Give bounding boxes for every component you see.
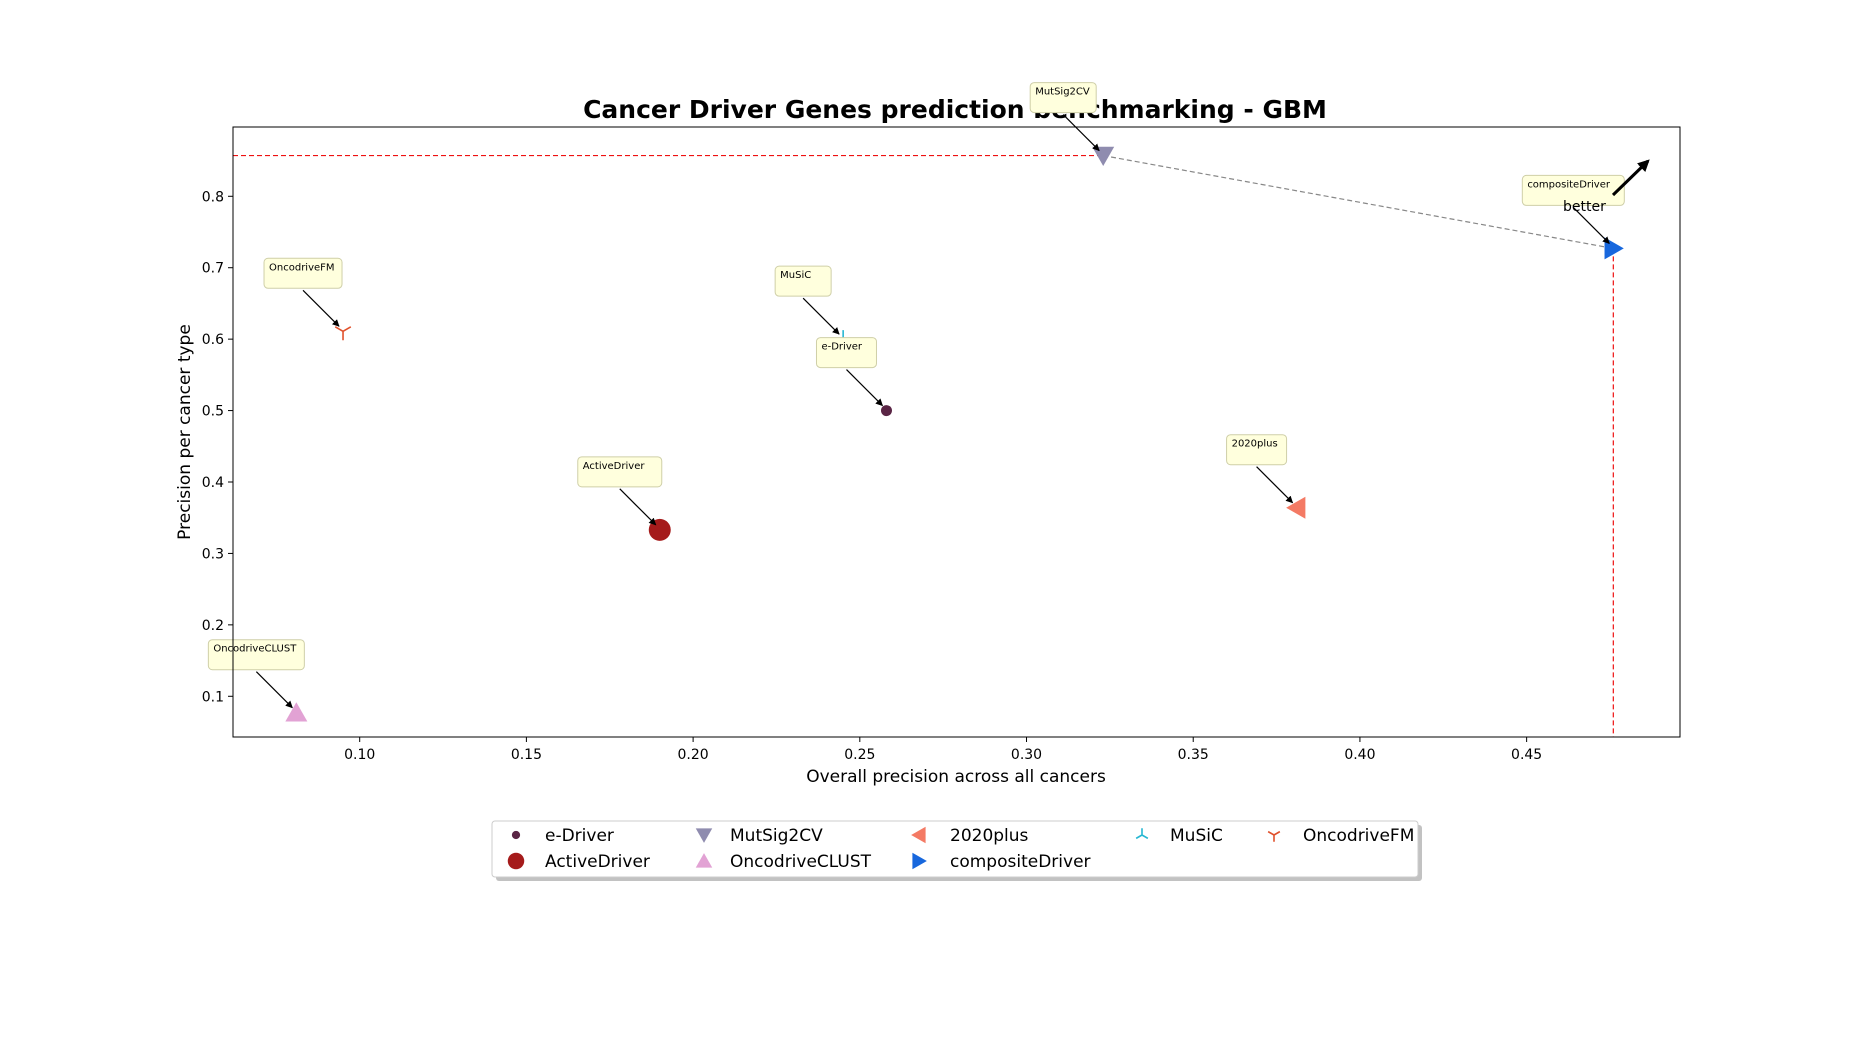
plot-area-frame	[232, 126, 1681, 738]
annotation-label: MuSiC	[780, 270, 811, 281]
legend-label-oncodrivefm: OncodriveFM	[1303, 826, 1414, 846]
y-tick-label: 0.8	[202, 189, 224, 205]
legend-marker-compositedriver	[912, 852, 927, 870]
better-annotation: better	[1563, 159, 1650, 215]
y-tick-label: 0.5	[202, 404, 224, 420]
chart-title: Cancer Driver Genes prediction benchmark…	[583, 95, 1327, 124]
y-tick-label: 0.3	[202, 546, 224, 562]
annotation-oncodrivefm: OncodriveFM	[263, 257, 343, 327]
annotation-arrow	[302, 289, 340, 327]
annotation-box	[1226, 434, 1288, 466]
annotation-compositedriver: compositeDriver	[1521, 174, 1625, 244]
legend-marker-2020plus	[911, 826, 926, 844]
legend-item-oncodrivefm: OncodriveFM	[1267, 826, 1414, 846]
point-mutsig2cv	[1092, 146, 1115, 167]
x-tick-label: 0.10	[344, 747, 375, 763]
legend-label-music: MuSiC	[1170, 826, 1223, 846]
legend-marker-e-driver	[511, 830, 521, 840]
annotation-label: OncodriveCLUST	[213, 644, 297, 655]
legend-items: e-Driver ActiveDriver MutSig2CV OncodriveCL…	[507, 826, 1414, 872]
annotation-box	[815, 337, 877, 369]
point-oncodrivefm	[334, 326, 352, 341]
annotation-label: MutSig2CV	[1035, 87, 1090, 98]
annotation-arrow	[846, 369, 883, 407]
annotation-box	[263, 257, 343, 289]
x-tick-label: 0.20	[678, 747, 709, 763]
annotation-arrow	[255, 671, 293, 709]
x-tick-label: 0.35	[1178, 747, 1209, 763]
annotation-e-driver: e-Driver	[815, 337, 883, 407]
legend-label-compositedriver: compositeDriver	[950, 852, 1091, 872]
point-e-driver	[880, 405, 892, 417]
y-tick-label: 0.7	[202, 261, 224, 277]
legend-marker-oncodriveclust	[695, 853, 713, 868]
legend: e-Driver ActiveDriver MutSig2CV OncodriveCL…	[491, 820, 1422, 881]
legend-label-mutsig2cv: MutSig2CV	[730, 826, 823, 846]
legend-marker-music	[1135, 828, 1149, 840]
annotation-label: 2020plus	[1232, 439, 1278, 450]
annotation-label: ActiveDriver	[583, 461, 646, 472]
legend-item-music: MuSiC	[1135, 826, 1223, 846]
annotation-box	[1521, 174, 1625, 206]
better-label: better	[1563, 199, 1606, 215]
annotation-label: compositeDriver	[1527, 179, 1611, 190]
legend-marker-activedriver	[507, 852, 525, 870]
annotation-2020plus: 2020plus	[1226, 434, 1294, 504]
y-axis-ticks: 0.1 0.2 0.3 0.4 0.5 0.6 0.7 0.8	[202, 189, 233, 705]
y-tick-label: 0.4	[202, 475, 224, 491]
annotation-arrow	[619, 488, 657, 526]
x-axis-ticks: 0.10 0.15 0.20 0.25 0.30 0.35 0.40 0.45	[344, 737, 1542, 763]
legend-marker-oncodrivefm	[1267, 830, 1281, 842]
y-axis-label: Precision per cancer type	[175, 324, 195, 540]
point-annotations: e-Driver ActiveDriver MutSig2CV OncodriveCL…	[207, 82, 1625, 709]
point-oncodriveclust	[285, 702, 308, 722]
y-tick-label: 0.6	[202, 332, 224, 348]
legend-item-compositedriver: compositeDriver	[912, 852, 1091, 872]
y-tick-label: 0.2	[202, 618, 224, 634]
annotation-box	[1029, 82, 1097, 114]
x-tick-label: 0.40	[1344, 747, 1375, 763]
legend-label-activedriver: ActiveDriver	[545, 852, 650, 872]
legend-item-2020plus: 2020plus	[911, 826, 1029, 846]
y-tick-label: 0.1	[202, 689, 224, 705]
legend-label-2020plus: 2020plus	[950, 826, 1029, 846]
x-tick-label: 0.30	[1011, 747, 1042, 763]
legend-box	[491, 820, 1419, 878]
annotation-label: e-Driver	[821, 342, 862, 353]
legend-item-oncodriveclust: OncodriveCLUST	[695, 852, 872, 872]
x-tick-label: 0.45	[1511, 747, 1542, 763]
annotation-box	[774, 265, 832, 297]
annotation-box	[207, 639, 305, 671]
annotation-arrow	[802, 297, 840, 335]
x-tick-label: 0.15	[511, 747, 542, 763]
data-points	[285, 146, 1624, 722]
legend-label-e-driver: e-Driver	[545, 826, 614, 846]
pareto-segment	[1103, 154, 1614, 250]
legend-label-oncodriveclust: OncodriveCLUST	[730, 852, 872, 872]
annotation-mutsig2cv: MutSig2CV	[1029, 82, 1100, 152]
reference-lines	[233, 154, 1614, 737]
annotation-box	[577, 456, 663, 488]
legend-item-activedriver: ActiveDriver	[507, 852, 650, 872]
legend-item-mutsig2cv: MutSig2CV	[695, 826, 823, 846]
point-2020plus	[1286, 496, 1306, 519]
annotation-arrow	[1572, 207, 1610, 244]
annotation-music: MuSiC	[774, 265, 840, 335]
legend-marker-mutsig2cv	[695, 828, 713, 843]
annotation-arrow	[1062, 114, 1100, 152]
annotation-label: OncodriveFM	[269, 262, 335, 273]
annotation-oncodriveclust: OncodriveCLUST	[207, 639, 305, 709]
annotation-arrow	[1256, 466, 1294, 504]
x-tick-label: 0.25	[844, 747, 875, 763]
better-arrow	[1611, 159, 1650, 197]
legend-item-e-driver: e-Driver	[511, 826, 614, 846]
point-activedriver	[648, 518, 671, 541]
annotation-activedriver: ActiveDriver	[577, 456, 663, 526]
x-axis-label: Overall precision across all cancers	[806, 767, 1106, 787]
